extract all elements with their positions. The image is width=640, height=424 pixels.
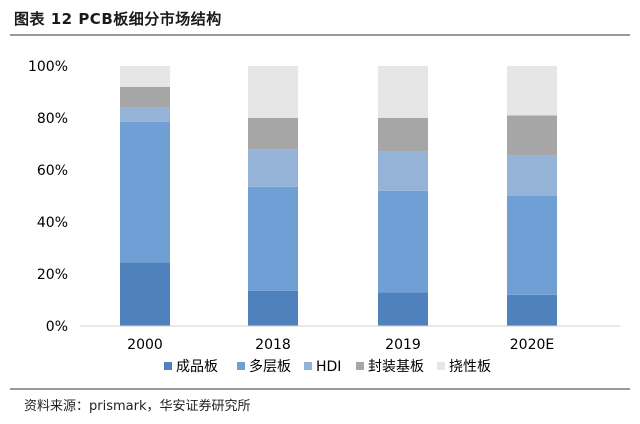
chart-title: 图表 12 PCB板细分市场结构 [14,10,222,28]
legend-swatch [356,362,364,370]
bar-segment-HDI-2000 [120,107,170,122]
bar-segment-封装基板-2018 [248,118,298,150]
bar-segment-HDI-2019 [378,151,428,191]
bar-segment-成品板-2019 [378,292,428,326]
legend-swatch [437,362,445,370]
x-tick-label: 2019 [385,337,421,353]
legend-label: 多层板 [249,358,291,375]
y-tick-label: 40% [37,215,68,231]
y-tick-label: 20% [37,267,68,283]
bar-segment-封装基板-2020E [507,115,557,156]
bar-segment-HDI-2020E [507,155,557,196]
bar-segment-成品板-2018 [248,290,298,326]
legend-item: 成品板 [164,359,218,375]
legend-label: 挠性板 [449,359,491,375]
legend-item: HDI [304,359,341,375]
legend-item: 挠性板 [437,359,491,375]
bar-segment-多层板-2019 [378,190,428,293]
bar-segment-多层板-2000 [120,121,170,263]
x-tick-label: 2000 [127,337,163,353]
y-tick-label: 0% [46,319,68,335]
legend-label: HDI [316,359,341,375]
legend-swatch [237,362,245,370]
bar-segment-成品板-2000 [120,262,170,326]
bar-segment-封装基板-2019 [378,118,428,152]
bar-segment-多层板-2018 [248,186,298,291]
source-note: 资料来源：prismark，华安证券研究所 [24,399,251,414]
y-axis: 0% 20% 40% 60% 80% 100% [28,59,68,335]
y-tick-label: 100% [28,59,68,75]
x-axis: 2000 2018 2019 2020E [127,337,554,353]
legend-label: 封装基板 [368,358,424,375]
bar-segment-挠性板-2018 [248,66,298,118]
top-divider [10,34,630,36]
y-tick-label: 80% [37,111,68,127]
bottom-divider [10,388,630,390]
legend-item: 多层板 [237,358,291,375]
legend-swatch [304,362,312,370]
stacked-bar-chart: 0% 20% 40% 60% 80% 100% 2000 2018 2019 2020E 成品板… [28,59,620,375]
bar-segment-HDI-2018 [248,149,298,187]
x-tick-label: 2020E [510,337,554,353]
y-tick-label: 60% [37,163,68,179]
legend-label: 成品板 [176,359,218,375]
legend-item: 封装基板 [356,358,424,375]
bar-segment-挠性板-2019 [378,66,428,118]
bar-segment-成品板-2020E [507,294,557,326]
legend-swatch [164,362,172,370]
bar-segment-挠性板-2000 [120,66,170,87]
x-tick-label: 2018 [255,337,291,353]
bar-segment-封装基板-2000 [120,86,170,108]
bar-segment-多层板-2020E [507,196,557,295]
legend: 成品板 多层板 HDI 封装基板 挠性板 [164,358,491,375]
bar-series [120,66,557,326]
bar-segment-挠性板-2020E [507,66,557,116]
